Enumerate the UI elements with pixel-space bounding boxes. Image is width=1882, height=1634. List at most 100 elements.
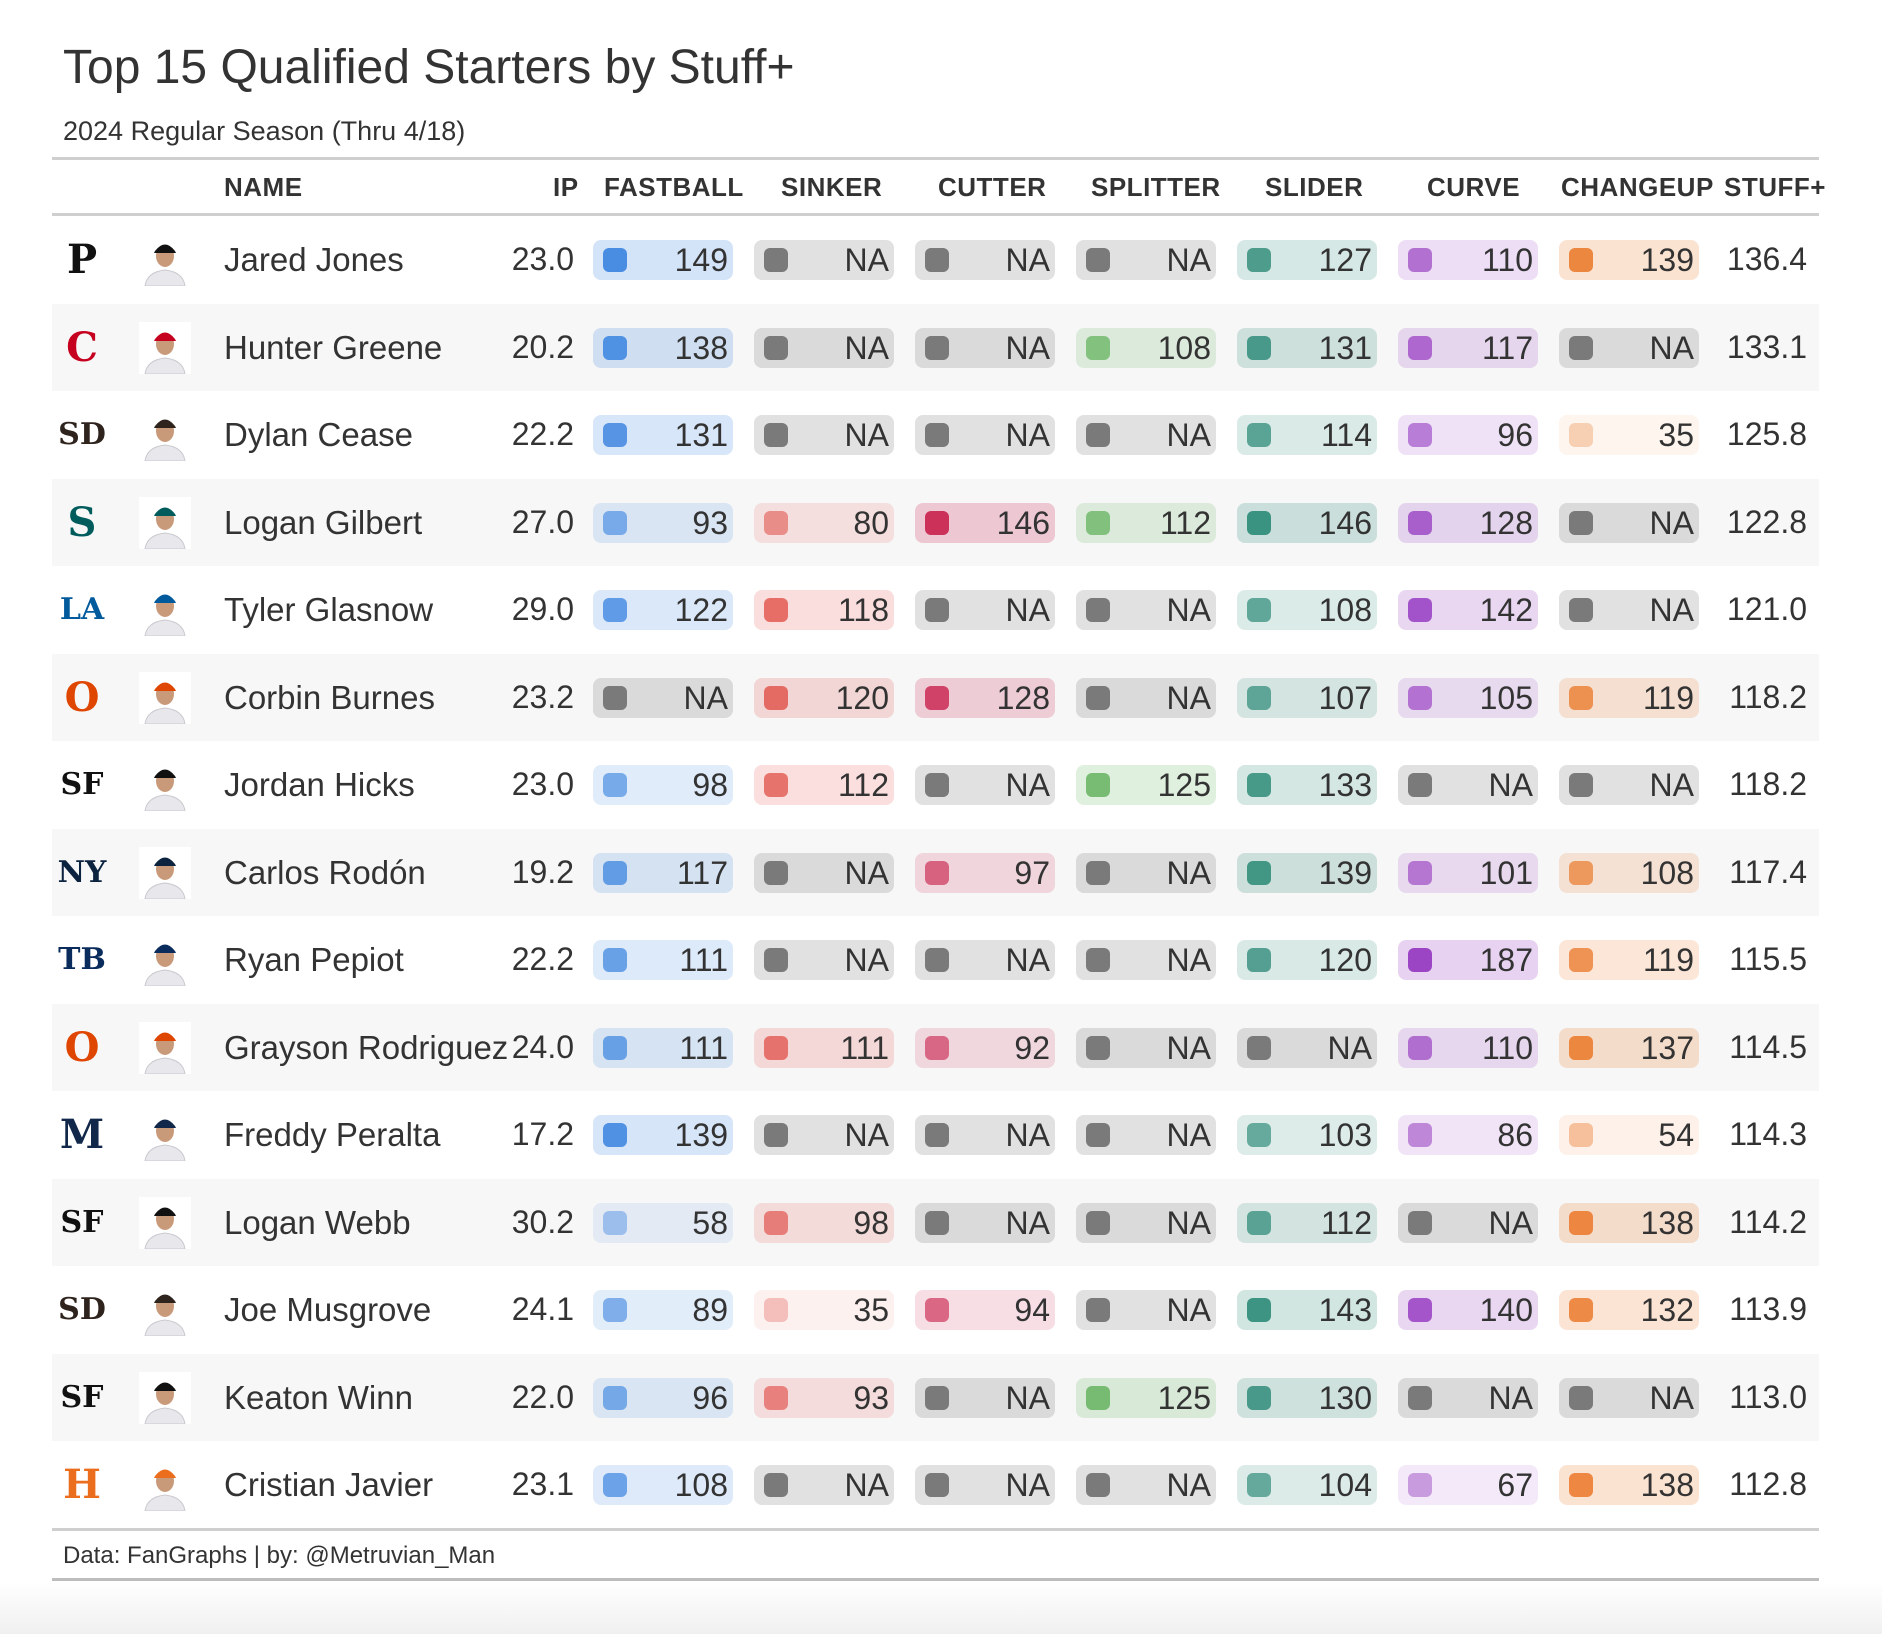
- fastball-stuff-value: 58: [692, 1204, 728, 1241]
- stuff-plus-total: 114.2: [1729, 1203, 1807, 1240]
- fastball-color-swatch: [603, 1298, 627, 1322]
- sinker-color-swatch: [764, 1298, 788, 1322]
- cutter-color-swatch: [925, 1473, 949, 1497]
- sinker-stuff-cell: 118: [754, 590, 894, 630]
- changeup-stuff-cell: NA: [1559, 502, 1699, 543]
- player-name: Jordan Hicks: [224, 766, 415, 803]
- splitter-stuff-cell: NA: [1076, 415, 1216, 455]
- innings-pitched: 23.2: [511, 678, 574, 715]
- curve-stuff-cell: 96: [1398, 415, 1538, 455]
- sinker-color-swatch: [764, 685, 788, 710]
- splitter-stuff-value: NA: [1166, 592, 1211, 628]
- column-header-cutter: CUTTER: [938, 172, 1047, 202]
- curve-stuff-cell: 117: [1398, 327, 1538, 368]
- fastball-color-swatch: [603, 1035, 627, 1060]
- player-headshot: [139, 671, 191, 724]
- curve-color-swatch: [1408, 248, 1432, 272]
- cutter-stuff-cell: 97: [915, 852, 1055, 893]
- header-divider: [52, 213, 1819, 216]
- curve-stuff-value: 86: [1497, 1117, 1533, 1153]
- fastball-stuff-value: 89: [692, 1292, 728, 1328]
- changeup-stuff-cell: NA: [1559, 590, 1699, 630]
- stuff-plus-total: 114.5: [1729, 1028, 1807, 1065]
- table-header: NAME IP FASTBALL SINKER CUTTER SPLITTER …: [0, 160, 1882, 213]
- changeup-stuff-cell: 54: [1559, 1115, 1699, 1155]
- page-bottom-fade: [0, 1582, 1882, 1634]
- sinker-stuff-cell: 93: [754, 1377, 894, 1418]
- curve-stuff-value: 67: [1497, 1467, 1533, 1503]
- innings-pitched: 17.2: [511, 1116, 574, 1152]
- slider-stuff-cell: 114: [1237, 415, 1377, 455]
- cutter-stuff-value: 94: [1014, 1292, 1050, 1328]
- changeup-stuff-cell: NA: [1559, 1377, 1699, 1418]
- team-logo-icon: P: [66, 236, 98, 283]
- splitter-color-swatch: [1086, 1473, 1110, 1497]
- curve-color-swatch: [1408, 948, 1432, 972]
- sinker-stuff-cell: NA: [754, 1115, 894, 1155]
- changeup-color-swatch: [1569, 685, 1593, 710]
- player-name: Jared Jones: [224, 241, 404, 278]
- curve-stuff-cell: 110: [1398, 1027, 1538, 1068]
- column-header-curve: CURVE: [1427, 172, 1521, 202]
- changeup-stuff-cell: 138: [1559, 1202, 1699, 1243]
- fastball-stuff-value: 117: [676, 854, 728, 891]
- slider-color-swatch: [1247, 1298, 1271, 1322]
- splitter-stuff-value: NA: [1166, 1029, 1211, 1066]
- slider-stuff-cell: 103: [1237, 1115, 1377, 1155]
- curve-color-swatch: [1408, 1385, 1432, 1410]
- cutter-color-swatch: [925, 685, 949, 710]
- table-row: M Freddy Peralta 17.2 139 NA NA NA 103 86 54 114.3: [52, 1091, 1819, 1179]
- changeup-stuff-cell: 108: [1559, 852, 1699, 893]
- curve-stuff-cell: 128: [1398, 502, 1538, 543]
- sinker-stuff-value: 35: [853, 1292, 889, 1328]
- player-name: Ryan Pepiot: [224, 941, 404, 978]
- changeup-color-swatch: [1569, 423, 1593, 447]
- cutter-stuff-cell: NA: [915, 1202, 1055, 1243]
- splitter-stuff-value: 108: [1157, 329, 1211, 366]
- slider-stuff-cell: 131: [1237, 327, 1377, 368]
- slider-stuff-value: 103: [1318, 1117, 1372, 1153]
- splitter-color-swatch: [1086, 948, 1110, 972]
- innings-pitched: 22.2: [511, 416, 574, 452]
- table-row: NY Carlos Rodón 19.2 117 NA 97 NA 139 101 108 117.…: [52, 828, 1819, 916]
- sinker-stuff-value: NA: [844, 942, 889, 978]
- changeup-color-swatch: [1569, 773, 1593, 797]
- sinker-stuff-value: NA: [844, 329, 889, 366]
- curve-color-swatch: [1408, 1210, 1432, 1235]
- slider-stuff-cell: 107: [1237, 677, 1377, 718]
- slider-color-swatch: [1247, 598, 1271, 622]
- splitter-stuff-cell: 112: [1076, 502, 1216, 543]
- cutter-stuff-value: 97: [1014, 854, 1050, 891]
- sinker-color-swatch: [764, 510, 788, 535]
- changeup-color-swatch: [1569, 335, 1593, 360]
- splitter-stuff-value: NA: [1166, 242, 1211, 278]
- table-row: TB Ryan Pepiot 22.2 111 NA NA NA 120 187 119 115.5: [52, 916, 1819, 1004]
- changeup-stuff-value: 119: [1642, 679, 1694, 716]
- cutter-color-swatch: [925, 1210, 949, 1235]
- player-headshot: [139, 759, 191, 811]
- slider-color-swatch: [1247, 1123, 1271, 1147]
- slider-stuff-cell: 120: [1237, 940, 1377, 980]
- curve-stuff-value: 110: [1481, 1029, 1533, 1066]
- slider-color-swatch: [1247, 248, 1271, 272]
- cutter-color-swatch: [925, 773, 949, 797]
- splitter-color-swatch: [1086, 1298, 1110, 1322]
- fastball-stuff-value: 111: [679, 942, 728, 978]
- slider-stuff-cell: 139: [1237, 852, 1377, 893]
- splitter-stuff-cell: NA: [1076, 677, 1216, 718]
- splitter-stuff-value: NA: [1166, 1204, 1211, 1241]
- cutter-stuff-cell: NA: [915, 327, 1055, 368]
- curve-stuff-value: 96: [1497, 417, 1533, 453]
- stuff-plus-total: 113.9: [1729, 1291, 1807, 1327]
- player-headshot: [139, 1371, 191, 1424]
- sinker-color-swatch: [764, 598, 788, 622]
- slider-color-swatch: [1247, 1035, 1271, 1060]
- sinker-stuff-value: 93: [853, 1379, 889, 1416]
- innings-pitched: 22.0: [511, 1378, 574, 1415]
- column-header-fastball: FASTBALL: [604, 172, 744, 202]
- table-row: SF Keaton Winn 22.0 96 93 NA 125 130 NA NA 113.0: [52, 1353, 1819, 1441]
- curve-stuff-cell: NA: [1398, 765, 1538, 805]
- splitter-stuff-value: 112: [1159, 504, 1211, 541]
- curve-color-swatch: [1408, 1473, 1432, 1497]
